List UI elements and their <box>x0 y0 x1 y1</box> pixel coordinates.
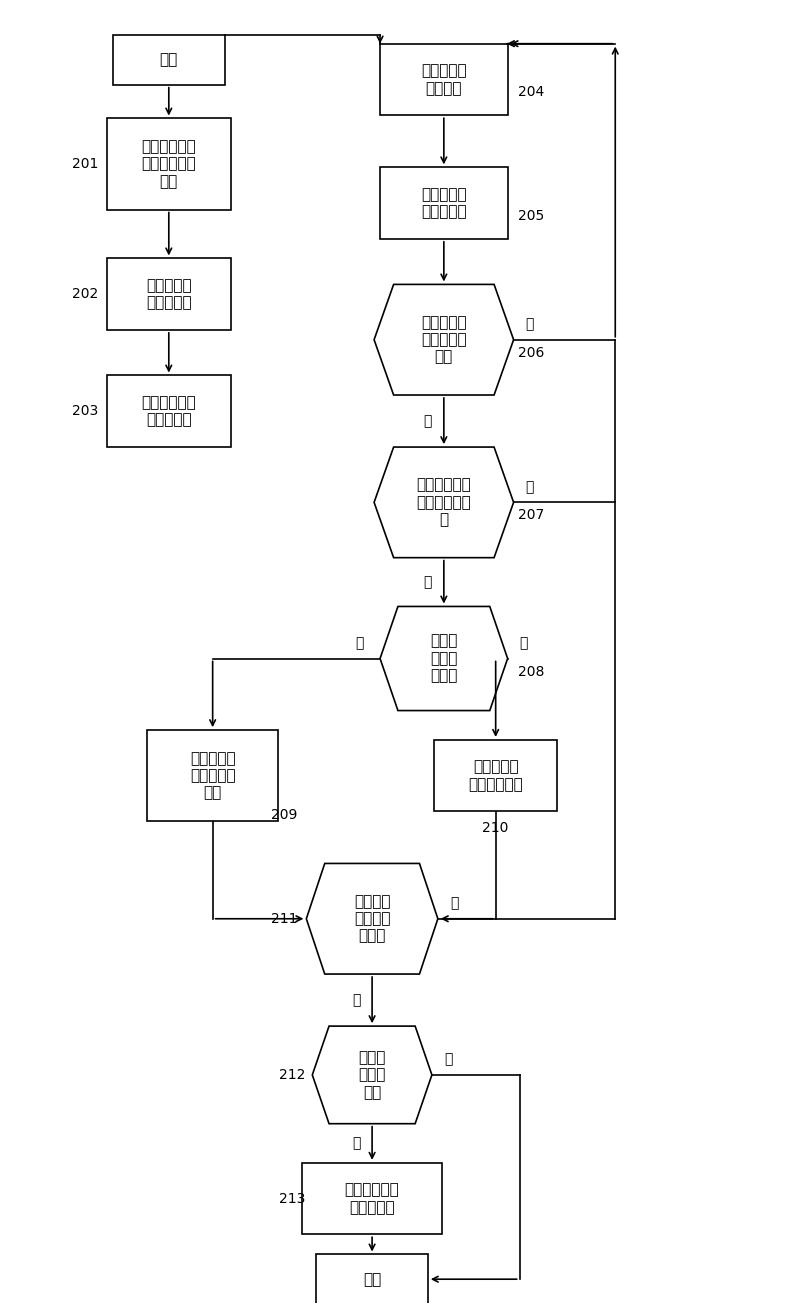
Text: 开始: 开始 <box>160 52 178 68</box>
Text: 否: 否 <box>424 575 432 589</box>
Polygon shape <box>374 447 514 558</box>
Text: 是否仍有
未配置业
务数据: 是否仍有 未配置业 务数据 <box>354 893 390 944</box>
Text: 201: 201 <box>72 156 98 171</box>
Text: 202: 202 <box>72 287 98 301</box>
Bar <box>380 43 508 115</box>
Polygon shape <box>306 863 438 974</box>
Polygon shape <box>374 284 514 395</box>
Bar <box>434 739 558 811</box>
Bar <box>113 35 225 85</box>
Bar <box>380 167 508 239</box>
Text: 是: 是 <box>526 480 534 494</box>
Text: 取一条业务
配置数据: 取一条业务 配置数据 <box>421 64 466 95</box>
Text: 209: 209 <box>271 807 298 822</box>
Polygon shape <box>312 1026 432 1124</box>
Text: 否: 否 <box>526 317 534 331</box>
Text: 206: 206 <box>518 346 545 360</box>
Polygon shape <box>380 606 508 711</box>
Text: 211: 211 <box>271 911 298 926</box>
Bar <box>107 119 230 210</box>
Text: 否: 否 <box>352 994 360 1007</box>
Text: 205: 205 <box>518 209 545 223</box>
Text: 208: 208 <box>518 665 545 678</box>
Text: 213: 213 <box>279 1192 306 1205</box>
Bar <box>147 730 278 822</box>
Text: 是否有
业务被
改变: 是否有 业务被 改变 <box>358 1050 386 1099</box>
Text: 是: 是 <box>424 415 432 428</box>
Text: 212: 212 <box>279 1068 306 1082</box>
Text: 否: 否 <box>444 1052 452 1067</box>
Bar <box>107 376 230 447</box>
Text: 207: 207 <box>518 509 545 523</box>
Text: 网元调整网
管下发数据: 网元调整网 管下发数据 <box>146 278 192 310</box>
Text: 相应空分口是
否已占用时分
口: 相应空分口是 否已占用时分 口 <box>417 477 471 527</box>
Text: 结束: 结束 <box>363 1271 382 1287</box>
Text: 是否存
在可分
配资源: 是否存 在可分 配资源 <box>430 634 458 683</box>
Text: 标记系统空时
分资源状态: 标记系统空时 分资源状态 <box>142 395 196 428</box>
Text: 210: 210 <box>482 820 509 835</box>
Text: 是: 是 <box>352 1136 360 1150</box>
Text: 为相应空分
口分配时分
资源: 为相应空分 口分配时分 资源 <box>190 751 235 801</box>
Text: 是: 是 <box>450 896 458 910</box>
Text: 网管下发配置
生成的数据到
网元: 网管下发配置 生成的数据到 网元 <box>142 140 196 189</box>
Bar <box>107 258 230 330</box>
Bar <box>302 1163 442 1235</box>
Text: 判断业务是
否需要时分
交叉: 判断业务是 否需要时分 交叉 <box>421 314 466 365</box>
Text: 释放不再需要
的时分资源: 释放不再需要 的时分资源 <box>345 1183 399 1215</box>
Text: 203: 203 <box>72 404 98 419</box>
Bar <box>316 1254 428 1304</box>
Text: 是: 是 <box>356 636 364 649</box>
Text: 204: 204 <box>518 86 545 99</box>
Text: 设定业务所
需空分资源: 设定业务所 需空分资源 <box>421 186 466 219</box>
Text: 否: 否 <box>519 636 528 649</box>
Text: 业务配置失
败，返回错误: 业务配置失 败，返回错误 <box>468 759 523 792</box>
